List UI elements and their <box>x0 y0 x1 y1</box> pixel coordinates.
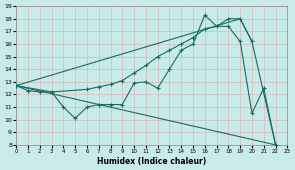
X-axis label: Humidex (Indice chaleur): Humidex (Indice chaleur) <box>97 157 206 166</box>
